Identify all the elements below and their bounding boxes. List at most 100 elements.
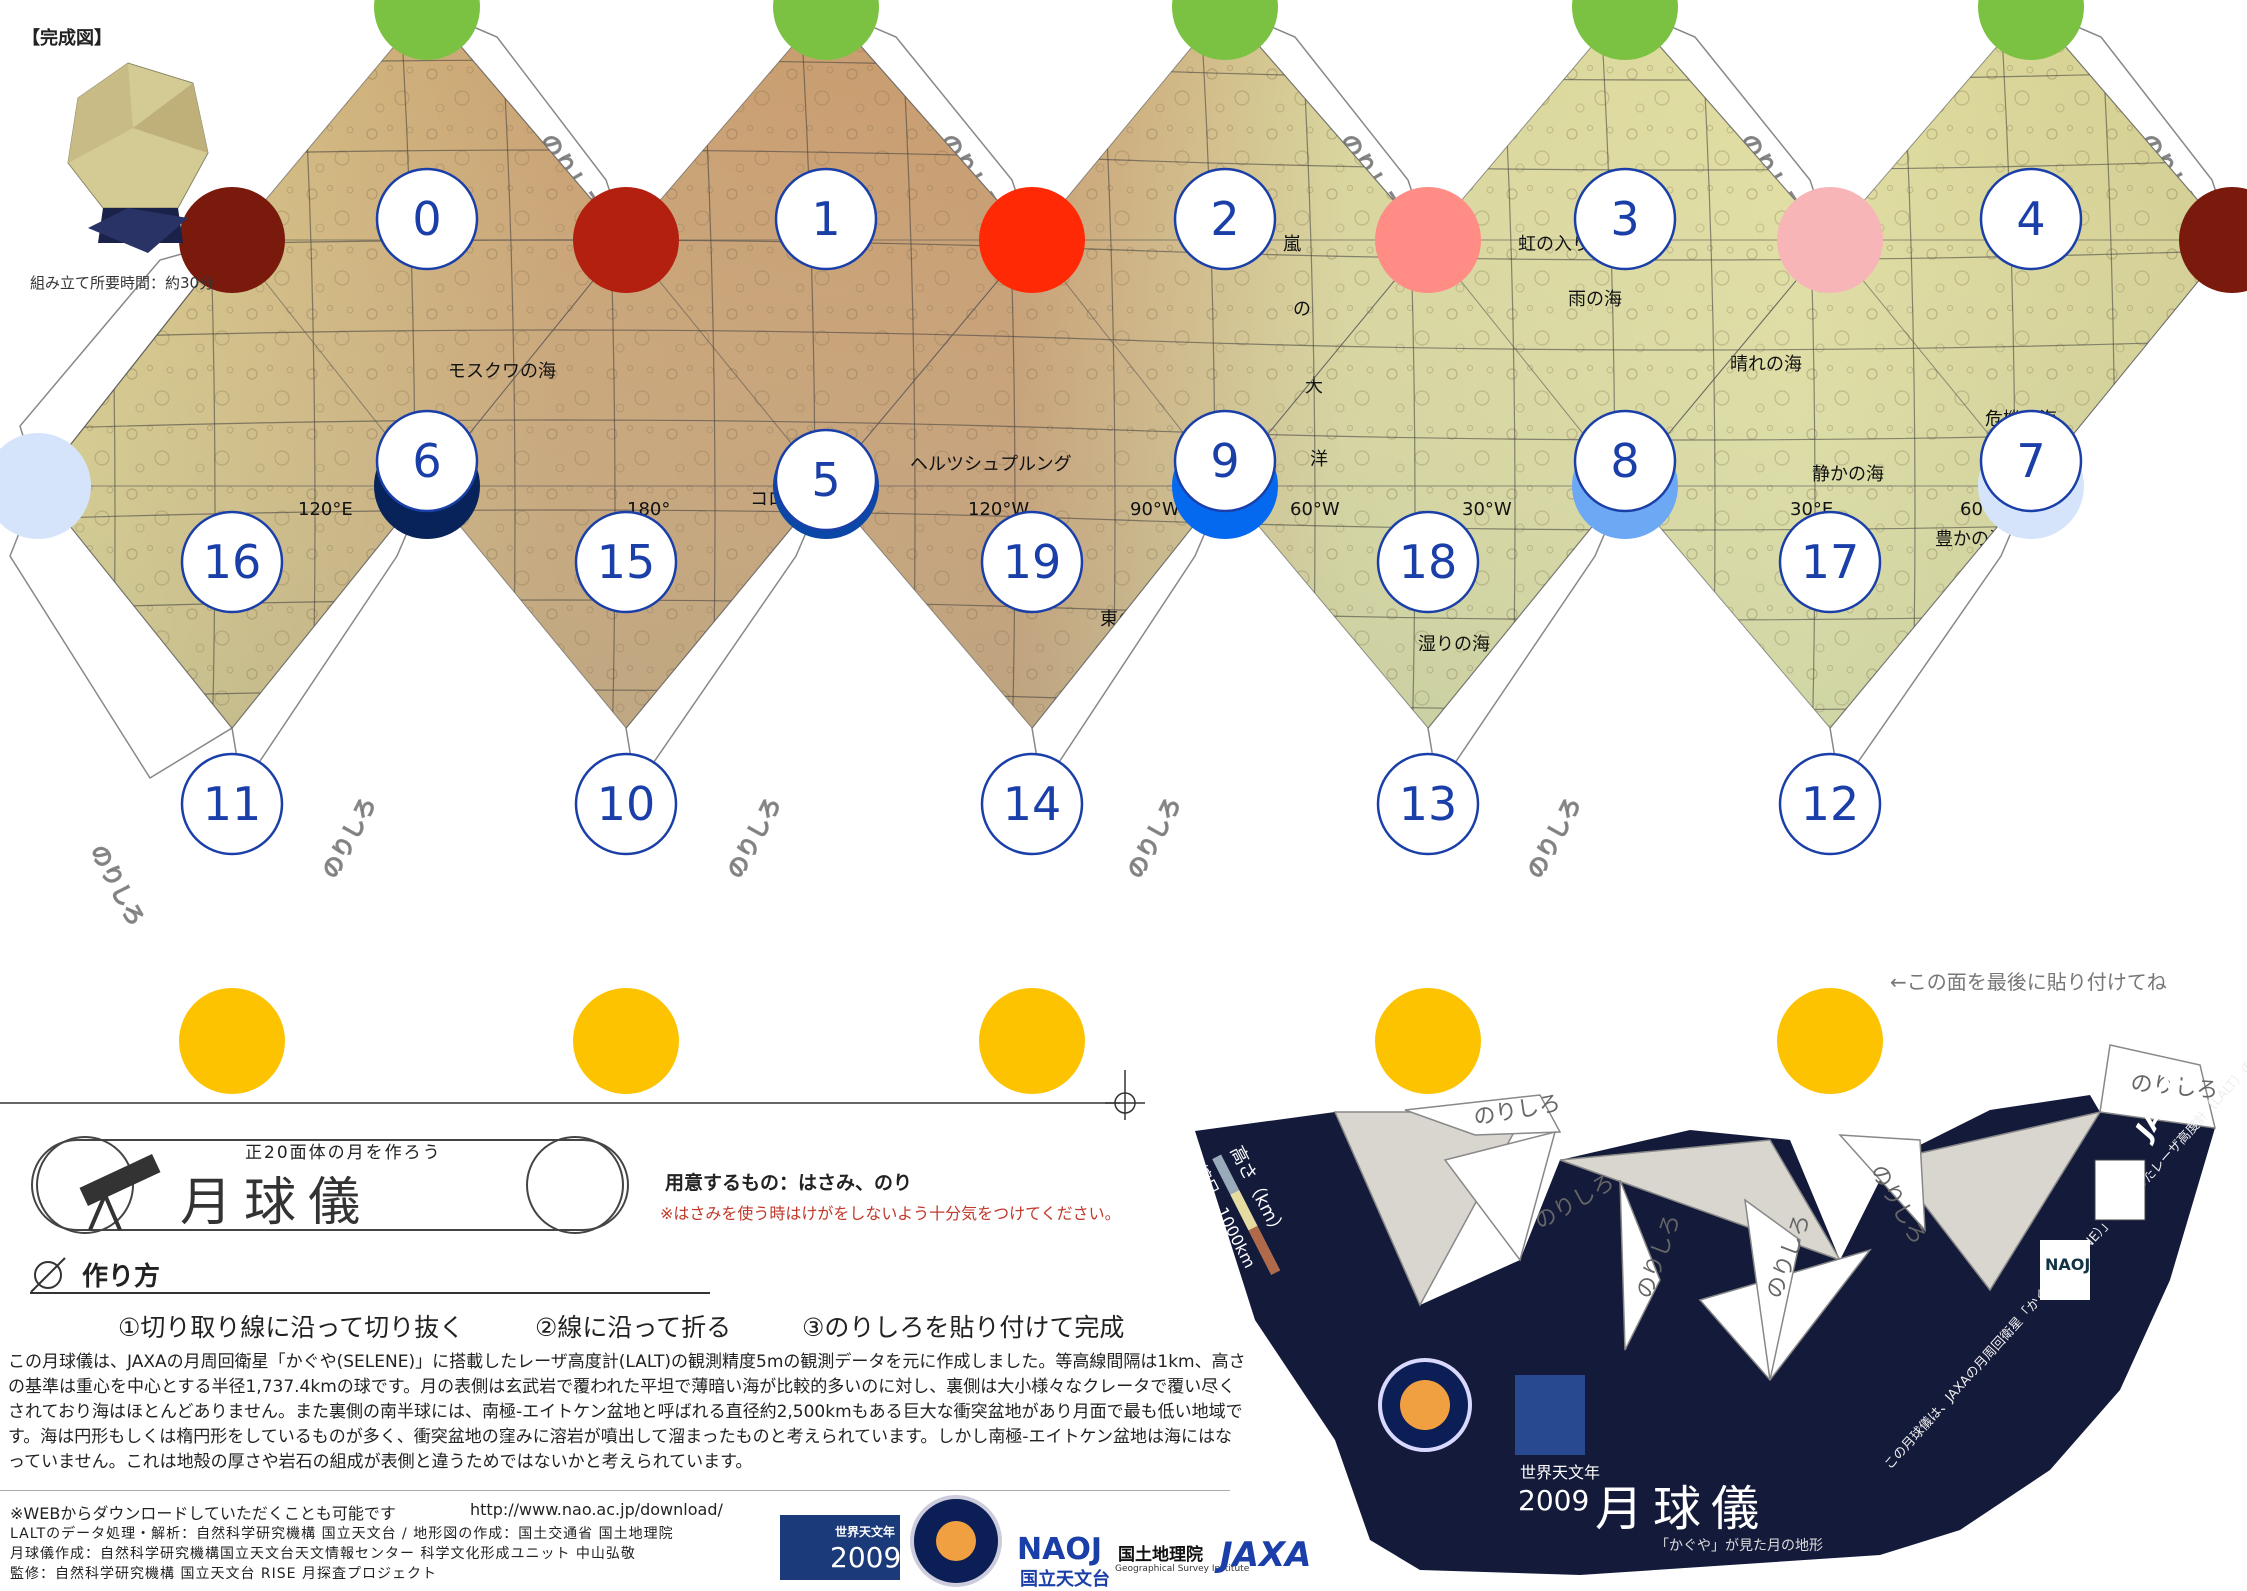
svg-text:2: 2 bbox=[1210, 192, 1239, 246]
map-label: の bbox=[1293, 299, 1311, 320]
diameter-icon bbox=[30, 1257, 66, 1293]
face-number-badge: 2 bbox=[1173, 167, 1277, 271]
completed-thumbnail bbox=[58, 58, 228, 258]
banner-subtitle: 正20面体の月を作ろう bbox=[245, 1143, 442, 1163]
map-label: 雨の海 bbox=[1568, 289, 1622, 310]
svg-text:9: 9 bbox=[1210, 434, 1239, 488]
credit-line: LALTのデータ処理・解析：自然科学研究機構 国立天文台 / 地形図の作成：国土… bbox=[10, 1526, 674, 1542]
jaxa-logo: JAXA bbox=[1220, 1535, 1312, 1575]
materials: 用意するもの：はさみ、のり bbox=[665, 1172, 913, 1194]
vertex-dot-top bbox=[1572, 0, 1678, 60]
svg-text:19: 19 bbox=[1003, 535, 1062, 589]
vertex-dot-lower bbox=[0, 433, 91, 539]
gsi-logo: 国土地理院 bbox=[1118, 1545, 1203, 1565]
map-label: スミス海 bbox=[2105, 519, 2177, 540]
stand-base: のりしろ のりしろ のりしろ のりしろ のりしろ のりしろ 高さ（km） 縮尺 … bbox=[1191, 848, 2247, 1575]
face-number-badge: 11 bbox=[180, 752, 284, 856]
vertex-dot-top bbox=[773, 0, 879, 60]
svg-text:18: 18 bbox=[1399, 535, 1458, 589]
download-note: ※WEBからダウンロードしていただくことも可能です bbox=[10, 1504, 396, 1523]
naoj-jp-label: 国立天文台 bbox=[1020, 1569, 1110, 1590]
face-number-badge: 1 bbox=[774, 167, 878, 271]
svg-text:14: 14 bbox=[1003, 777, 1062, 831]
vertex-dot-top bbox=[374, 0, 480, 60]
vertex-dot-bottom bbox=[179, 988, 285, 1094]
base-title: 月球儀 bbox=[1595, 1481, 1769, 1537]
svg-text:16: 16 bbox=[203, 535, 262, 589]
face-number-badge: 10 bbox=[574, 752, 678, 856]
svg-text:3: 3 bbox=[1610, 192, 1639, 246]
vertex-dot-upper bbox=[979, 187, 1085, 293]
face-number-badge: 5 bbox=[774, 428, 878, 532]
vertex-dot-bottom bbox=[1375, 988, 1481, 1094]
face-number-badge: 7 bbox=[1979, 409, 2083, 513]
face-number-badge: 13 bbox=[1376, 752, 1480, 856]
face-number-badge: 12 bbox=[1778, 752, 1882, 856]
map-label: 60°W bbox=[1290, 499, 1340, 520]
banner-title: 月球儀 bbox=[180, 1173, 373, 1233]
vertex-dot-top bbox=[1172, 0, 1278, 60]
glue-label: のりしろ bbox=[85, 841, 148, 930]
map-label: 湿りの海 bbox=[1418, 634, 1490, 655]
face-number-badge: 15 bbox=[574, 510, 678, 614]
svg-text:12: 12 bbox=[1801, 777, 1860, 831]
face-number-badge: 16 bbox=[180, 510, 284, 614]
credit-line: 月球儀作成：自然科学研究機構国立天文台天文情報センター 科学文化形成ユニット 中… bbox=[10, 1546, 636, 1562]
credits: LALTのデータ処理・解析：自然科学研究機構 国立天文台 / 地形図の作成：国土… bbox=[10, 1524, 674, 1584]
map-label: アポロ bbox=[758, 729, 812, 750]
face-number-badge: 8 bbox=[1573, 409, 1677, 513]
divider bbox=[0, 1490, 1230, 1491]
map-label: 洋 bbox=[1310, 449, 1328, 470]
map-label: 90°W bbox=[1130, 499, 1180, 520]
svg-text:0: 0 bbox=[412, 192, 441, 246]
svg-text:11: 11 bbox=[203, 777, 262, 831]
svg-text:6: 6 bbox=[412, 434, 441, 488]
svg-text:4: 4 bbox=[2016, 192, 2045, 246]
description: この月球儀は、JAXAの月周回衛星「かぐや(SELENE)」に搭載したレーザ高度… bbox=[8, 1352, 1246, 1472]
gsi-en-label: Geographical Survey Institute bbox=[1115, 1564, 1250, 1574]
svg-text:7: 7 bbox=[2016, 434, 2045, 488]
vertex-dot-top bbox=[1978, 0, 2084, 60]
howto-rule bbox=[30, 1292, 710, 1294]
map-label: 30°W bbox=[1462, 499, 1512, 520]
last-face-note: ←この面を最後に貼り付けてね bbox=[1890, 970, 2167, 994]
howto-heading: 作り方 bbox=[82, 1262, 161, 1292]
vertex-dot-upper bbox=[573, 187, 679, 293]
iya-logo: 世界天文年 2009 bbox=[780, 1515, 901, 1580]
face-number-badge: 9 bbox=[1173, 409, 1277, 513]
assembly-time: 組み立て所要時間：約30分 bbox=[30, 274, 215, 292]
caution: ※はさみを使う時はけがをしないよう十分気をつけてください。 bbox=[660, 1204, 1121, 1223]
face-number-badge: 14 bbox=[980, 752, 1084, 856]
face-number-badge: 0 bbox=[375, 167, 479, 271]
base-iya-year: 2009 bbox=[1518, 1484, 1589, 1517]
vertex-dot-upper bbox=[1375, 187, 1481, 293]
vertex-dot-bottom bbox=[1777, 988, 1883, 1094]
base-iya-label: 世界天文年 bbox=[1520, 1463, 1600, 1482]
svg-text:8: 8 bbox=[1610, 434, 1639, 488]
vertex-dot-bottom bbox=[573, 988, 679, 1094]
vertex-dot-upper bbox=[1777, 187, 1883, 293]
svg-text:NAOJ: NAOJ bbox=[2045, 1255, 2090, 1274]
face-number-badge: 4 bbox=[1979, 167, 2083, 271]
map-label: モスクワの海 bbox=[448, 361, 556, 382]
naoj-logo: NAOJ bbox=[1017, 1532, 1102, 1567]
svg-text:15: 15 bbox=[597, 535, 656, 589]
download-url[interactable]: http://www.nao.ac.jp/download/ bbox=[470, 1500, 723, 1519]
map-label: 晴れの海 bbox=[1730, 354, 1802, 375]
title-banner bbox=[31, 1136, 629, 1234]
face-number-badge: 18 bbox=[1376, 510, 1480, 614]
map-label: 90° bbox=[2118, 499, 2150, 520]
glue-label: のりしろ bbox=[1523, 793, 1586, 882]
moon-map: モスクワの海コロリョフヘルツシュプルングアポロ東の海嵐の大洋雨の海晴れの海虹の入… bbox=[38, 7, 2232, 750]
svg-text:10: 10 bbox=[597, 777, 656, 831]
face-number-badge: 19 bbox=[980, 510, 1084, 614]
map-label: 120°E bbox=[298, 499, 353, 520]
base-caption: 「かぐや」が見た月の地形 bbox=[1655, 1538, 1823, 1554]
step-1: ①切り取り線に沿って切り抜く bbox=[118, 1313, 465, 1342]
face-number-badge: 3 bbox=[1573, 167, 1677, 271]
map-label: ヘルツシュプルング bbox=[910, 454, 1072, 475]
svg-text:5: 5 bbox=[811, 453, 840, 507]
face-number-badge: 6 bbox=[375, 409, 479, 513]
